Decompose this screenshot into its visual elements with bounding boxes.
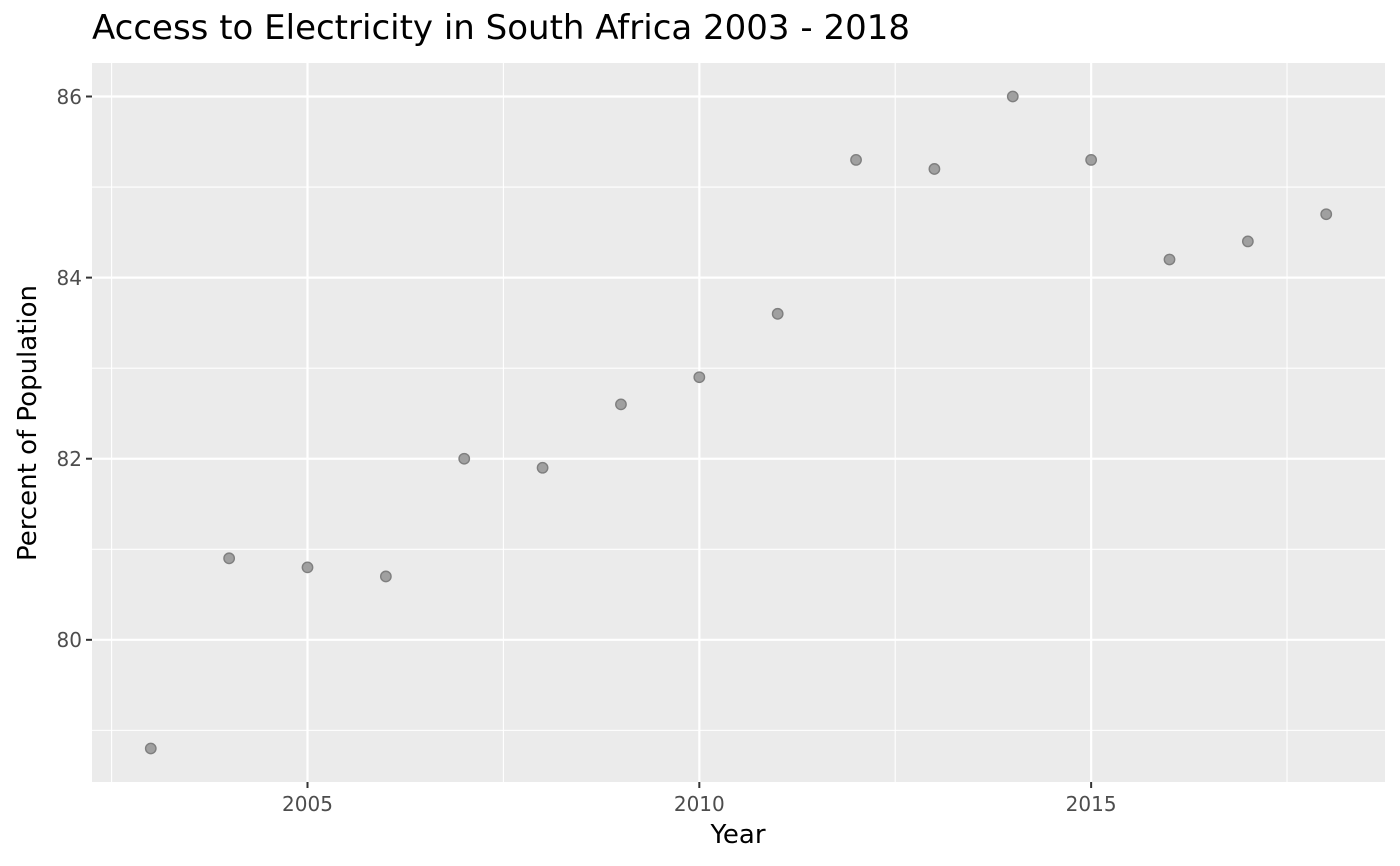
data-point (144, 742, 157, 755)
data-point (1085, 153, 1098, 166)
data-point (536, 461, 549, 474)
y-tick-label: 80 (56, 627, 82, 652)
x-axis-title: Year (710, 820, 766, 850)
data-point (771, 307, 784, 320)
data-point (1241, 235, 1254, 248)
data-point (379, 570, 392, 583)
y-axis-title: Percent of Population (13, 284, 43, 562)
chart-title: Access to Electricity in South Africa 20… (92, 8, 910, 48)
plot-panel (92, 63, 1385, 782)
data-point (850, 153, 862, 166)
data-point (1006, 90, 1019, 103)
data-point (1163, 253, 1176, 266)
data-point (223, 552, 236, 565)
x-tick-label: 2010 (673, 792, 725, 816)
x-tick-label: 2015 (1065, 792, 1117, 816)
data-point (693, 371, 706, 384)
data-point (1320, 208, 1333, 221)
y-tick-label: 84 (56, 265, 82, 290)
data-point (301, 561, 314, 574)
data-point (458, 452, 471, 465)
data-point (928, 163, 941, 175)
y-tick-label: 82 (56, 446, 82, 471)
y-tick-label: 86 (56, 84, 82, 109)
data-point (615, 398, 627, 411)
x-tick-label: 2005 (282, 792, 333, 816)
